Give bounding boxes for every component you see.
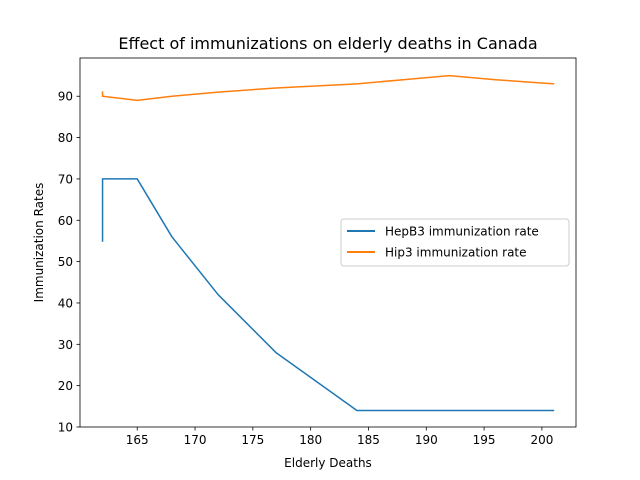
legend-box	[340, 218, 570, 267]
y-tick-label: 50	[58, 255, 73, 269]
chart-title: Effect of immunizations on elderly death…	[118, 34, 537, 53]
y-tick-label: 20	[58, 379, 73, 393]
x-tick-label: 185	[357, 433, 380, 447]
legend-label-hepb3: HepB3 immunization rate	[385, 225, 539, 239]
y-tick-label: 10	[58, 421, 73, 435]
x-tick-label: 180	[299, 433, 322, 447]
y-axis-label: Immunization Rates	[32, 183, 46, 303]
legend: HepB3 immunization rate Hip3 immunizatio…	[340, 218, 570, 267]
y-tick-label: 60	[58, 214, 73, 228]
y-tick-label: 30	[58, 338, 73, 352]
x-tick-label: 190	[415, 433, 438, 447]
y-tick-label: 40	[58, 296, 73, 310]
y-tick-label: 80	[58, 131, 73, 145]
y-tick-label: 70	[58, 172, 73, 186]
y-tick-label: 90	[58, 90, 73, 104]
x-tick-label: 175	[241, 433, 264, 447]
axes-layer	[79, 57, 577, 428]
series-line-hip3	[101, 74, 555, 102]
series-layer	[101, 74, 555, 412]
x-tick-label: 195	[473, 433, 496, 447]
y-axis-ticks: 10 20 30 40 50 60 70 80 90	[58, 90, 80, 435]
legend-label-hip3: Hip3 immunization rate	[385, 246, 527, 260]
x-axis-ticks: 165 170 175 180 185 190 195 200	[126, 427, 553, 447]
x-axis-label: Elderly Deaths	[284, 456, 372, 470]
axes-frame	[79, 57, 577, 428]
x-tick-label: 170	[184, 433, 207, 447]
series-line-hepb3	[101, 178, 555, 412]
x-tick-label: 200	[530, 433, 553, 447]
x-tick-label: 165	[126, 433, 149, 447]
